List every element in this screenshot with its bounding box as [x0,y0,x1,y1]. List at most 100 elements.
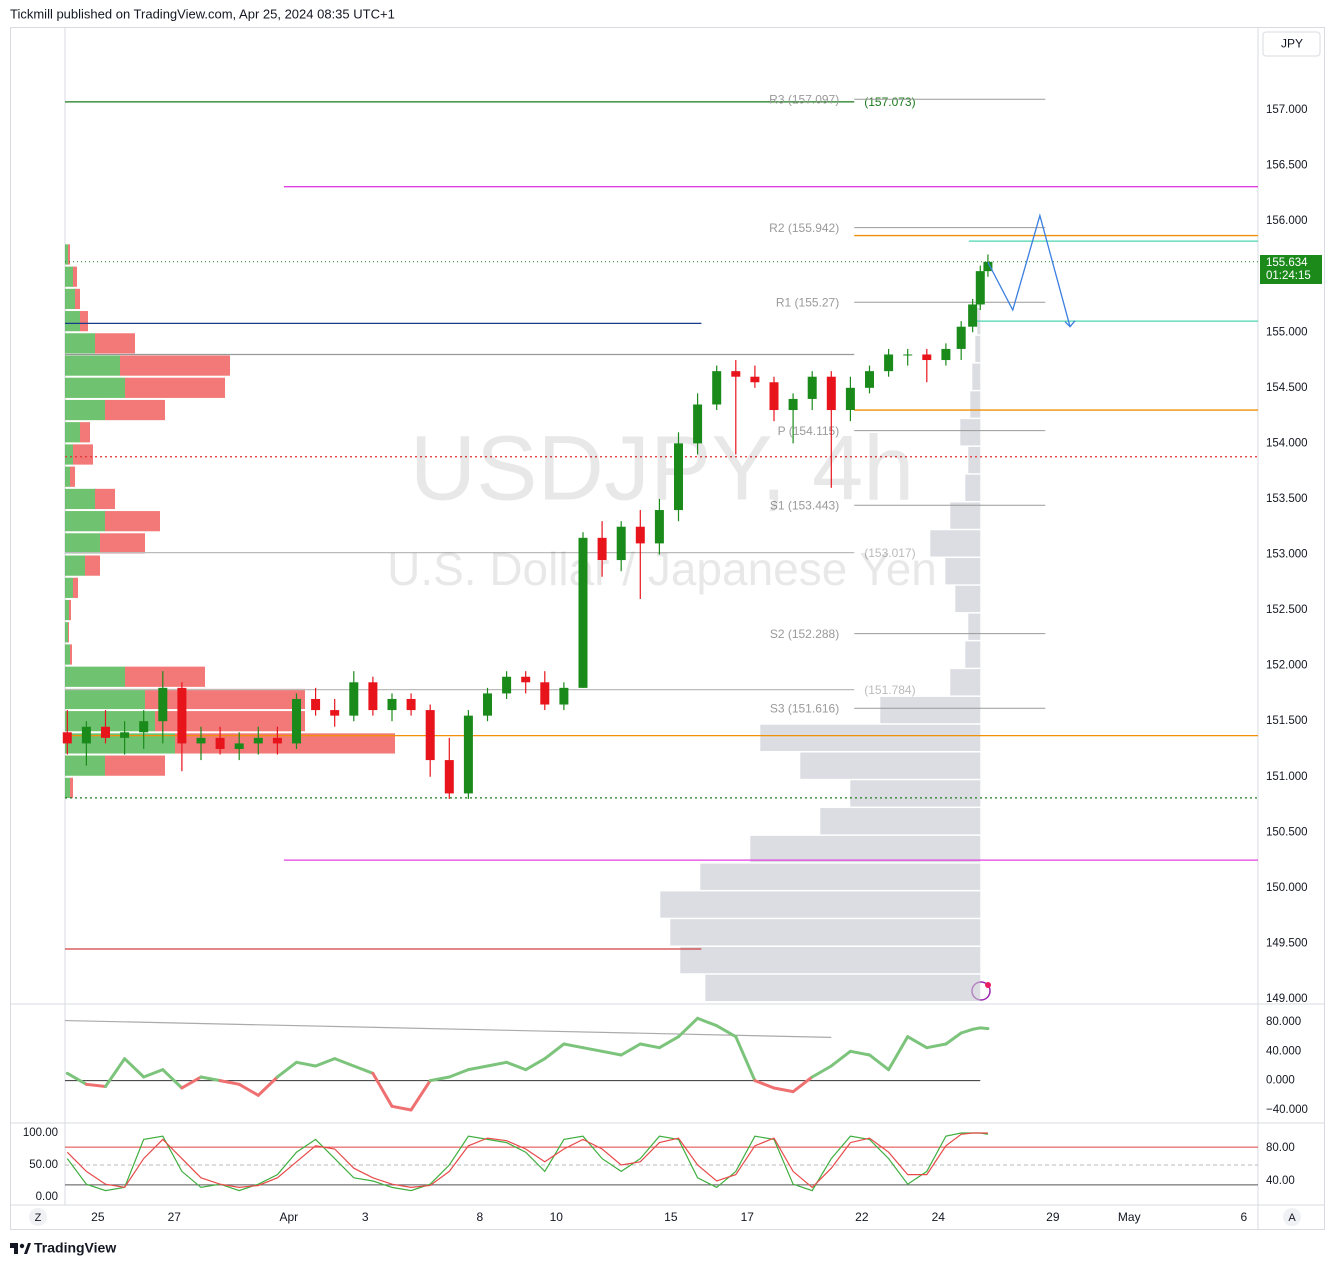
profile-up-bar [65,755,105,776]
y-tick-label: 152.500 [1266,604,1308,616]
candle-body [750,376,760,383]
currency-box[interactable] [1262,31,1321,57]
profile-down-bar [73,577,78,598]
zoom-button[interactable] [29,1208,47,1226]
y-tick-label: 151.500 [1266,715,1308,727]
candle-body [712,371,722,405]
profile-up-bar [65,333,95,354]
profile-up-bar [65,577,73,598]
oscillator-segment [772,1086,795,1094]
profile-up-bar [65,644,70,665]
session-profile-bar [960,419,981,446]
auto-scale-button[interactable] [1283,1208,1301,1226]
x-tick-label: 6 [1241,1210,1248,1224]
oscillator-segment [409,1079,432,1112]
oscillator-segment [466,1064,489,1072]
y-tick-label: 156.500 [1266,160,1308,172]
oscillator-segment [959,1027,975,1035]
y2-tick-label: 80.00 [1266,1142,1295,1154]
session-profile-bar [680,946,981,974]
candle-body [559,687,569,705]
candle-body [597,537,607,561]
oscillator-segment [619,1042,642,1057]
y-tick-label: 152.000 [1266,660,1308,672]
y-tick-label: 155.000 [1266,326,1308,338]
tradingview-logo [10,1243,31,1254]
profile-up-bar [65,511,105,532]
pivot-label: S1 (153.443) [770,498,839,512]
y-tick-label: 149.500 [1266,937,1308,949]
y-tick-label: 80.000 [1266,1016,1301,1028]
oscillator-segment [333,1057,356,1068]
watermark-description: U.S. Dollar / Japanese Yen [387,543,937,595]
profile-down-bar [73,444,93,465]
oscillator-segment [581,1046,604,1053]
oscillator-segment [84,1082,107,1089]
profile-up-bar [65,777,70,798]
candle-body [956,326,966,349]
oscillator-segment [218,1079,241,1086]
oscillator-segment [524,1057,547,1072]
candle-body [349,682,359,716]
profile-down-bar [95,488,115,510]
oscillator-segment [696,1016,719,1028]
candle-body [177,687,187,744]
x-tick-label: 3 [362,1210,369,1224]
oscillator-segment [887,1035,910,1072]
oscillator-segment [142,1068,165,1079]
profile-down-bar [70,466,75,487]
x-tick-label: 27 [168,1210,182,1224]
profile-down-bar [105,511,160,532]
oscillator-segment [600,1049,623,1057]
candle-body [983,261,993,272]
header: Tickmill published on TradingView.com, A… [10,6,395,21]
candle-body [406,698,416,711]
profile-down-bar [85,555,100,576]
oscillator-segment [180,1075,203,1090]
candle-body [807,376,817,399]
profile-down-bar [125,666,205,687]
trend-line [64,1019,832,1039]
profile-up-bar [65,555,85,576]
oscillator-segment [848,1049,872,1057]
session-profile-bar [972,363,981,390]
candle-body [968,304,978,327]
oscillator-segment [428,1075,451,1083]
session-profile-bar [968,446,981,474]
profile-down-bar [75,288,80,310]
candle-body [845,387,855,411]
y-tick-label: 40.000 [1266,1045,1301,1057]
y-tick-label: 153.000 [1266,549,1308,561]
candle-body [903,354,913,356]
candle-body [234,743,244,749]
oscillator-segment [543,1042,566,1061]
candle-body [540,682,550,705]
candle-body [616,526,626,561]
x-tick-label: 25 [91,1210,105,1224]
currency: JPY [1281,37,1303,51]
candle-body [387,698,397,711]
oscillator-segment [161,1068,184,1090]
profile-down-bar [155,711,305,732]
oscillator-segment [868,1053,891,1072]
session-profile-bar [660,891,981,918]
session-profile-bar [750,835,981,863]
candle-body [215,737,225,749]
projection-arrowhead [1064,320,1076,328]
profile-up-bar [65,444,73,465]
level-label: (157.073) [864,95,915,109]
oscillator-segment [906,1035,929,1050]
candle-body [673,443,683,511]
candle-body [788,398,798,411]
x-tick-label: Apr [280,1210,299,1224]
profile-up-bar [65,622,68,643]
y-tick-label: 0.00 [36,1191,58,1203]
y-tick-label: 153.500 [1266,493,1308,505]
x-tick-label: 15 [664,1210,678,1224]
profile-down-bar [100,533,145,554]
candle-body [502,676,512,694]
oscillator-segment [944,1031,963,1046]
profile-up-bar [65,377,125,398]
profile-up-bar [65,399,105,421]
